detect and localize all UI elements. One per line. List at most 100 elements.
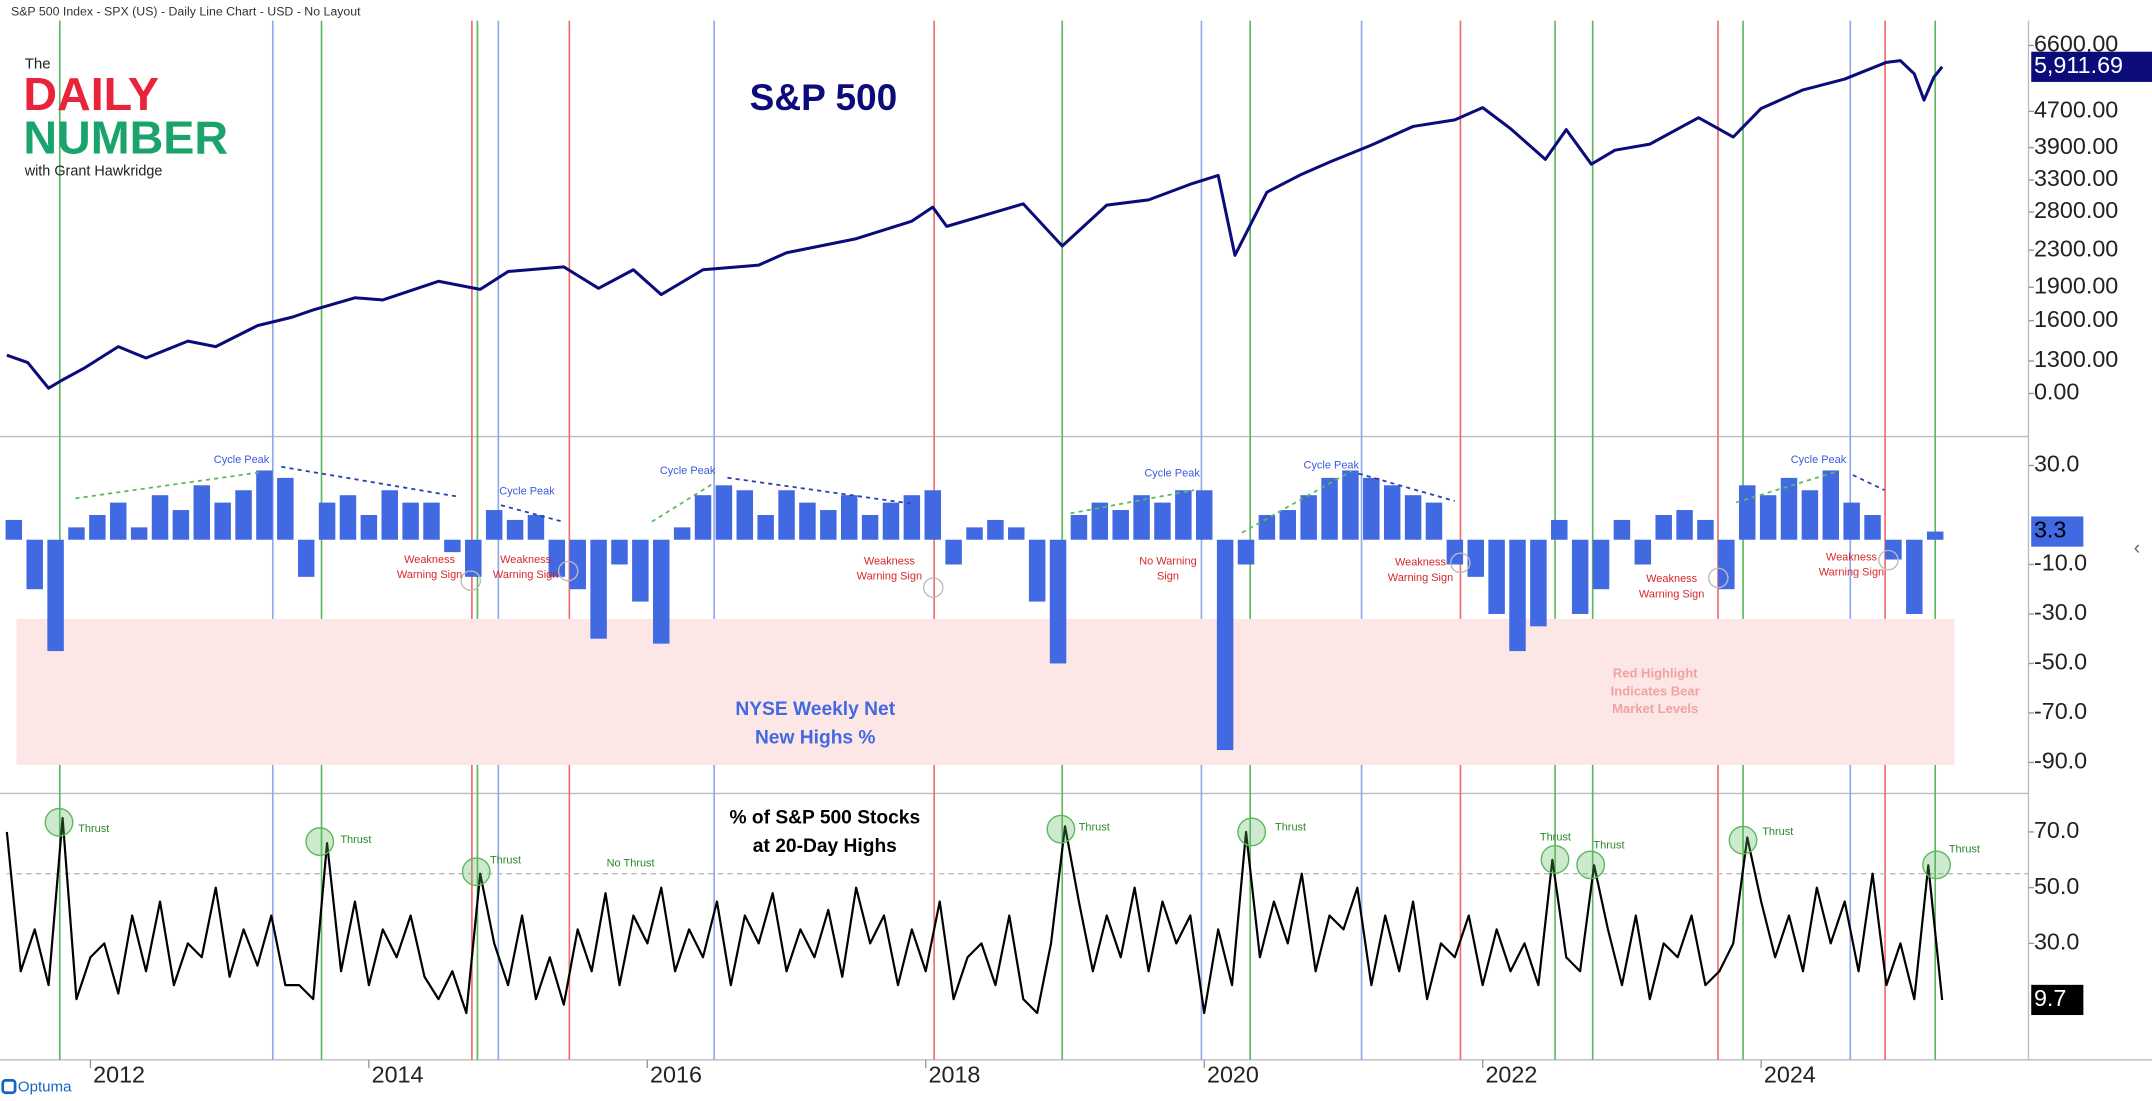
- bear-band: [16, 618, 1955, 765]
- trend-line: [281, 465, 460, 498]
- thrust-circle: [1046, 814, 1076, 844]
- last-value-label: 3.3: [2034, 517, 2066, 543]
- thrust-label: Thrust: [1762, 826, 1793, 838]
- bar: [924, 490, 941, 540]
- bar: [465, 539, 482, 577]
- last-value-box: [2031, 51, 2152, 82]
- y-tick-label: 3300.00: [2034, 165, 2118, 191]
- thrust-circle: [461, 857, 491, 887]
- trend-line: [727, 476, 913, 505]
- x-tick-label: 2022: [1485, 1061, 1537, 1087]
- bar: [1885, 539, 1902, 560]
- bar: [1926, 531, 1944, 540]
- bar: [1906, 539, 1923, 614]
- thrust-circle: [1237, 817, 1267, 847]
- thrust-label: Thrust: [1949, 844, 1980, 856]
- bar: [1613, 519, 1631, 540]
- cycle-peak-label: Cycle Peak: [1791, 454, 1847, 466]
- cycle-peak-label: Cycle Peak: [1304, 459, 1360, 471]
- bar: [1571, 539, 1589, 614]
- bar: [882, 502, 900, 540]
- bar: [423, 502, 440, 540]
- thrust-circle: [1540, 844, 1570, 874]
- bar: [1801, 490, 1819, 540]
- bar: [151, 495, 169, 540]
- bar: [1279, 510, 1297, 540]
- bar: [1530, 539, 1547, 627]
- bar: [1363, 477, 1380, 540]
- y-tick-label: 30.0: [2034, 929, 2079, 955]
- header: S&P 500 Index - SPX (US) - Daily Line Ch…: [11, 5, 361, 19]
- thrust-circle: [1576, 850, 1606, 880]
- bar: [26, 539, 43, 590]
- bar: [1258, 514, 1276, 540]
- plot-layer: Red Highlight Indicates Bear Market Levels…: [5, 20, 2152, 1087]
- y-tick-label: 2300.00: [2034, 235, 2118, 261]
- bar: [1780, 477, 1798, 540]
- bar: [1446, 539, 1464, 565]
- bar: [89, 514, 106, 540]
- thrust-circle: [305, 827, 335, 856]
- bar: [402, 502, 419, 540]
- trend-line: [1358, 472, 1456, 502]
- bar: [527, 514, 545, 540]
- bar: [1822, 470, 1840, 540]
- warning-label: Weakness: [1646, 573, 1698, 585]
- warning-label: Warning Sign: [493, 569, 558, 581]
- warning-label: Weakness: [1395, 557, 1447, 569]
- x-tick-label: 2020: [1207, 1061, 1259, 1087]
- y-tick-label: -30.0: [2034, 599, 2087, 625]
- bar: [318, 502, 336, 540]
- panel-title: % of S&P 500 Stocks: [730, 807, 921, 828]
- warning-circle: [1878, 549, 1899, 571]
- bar: [360, 514, 378, 540]
- trend-line: [651, 482, 715, 523]
- bar: [1383, 485, 1401, 540]
- bar: [1739, 485, 1756, 540]
- bar: [861, 514, 879, 540]
- warning-label: Warning Sign: [397, 569, 462, 581]
- y-tick-label: 50.0: [2034, 873, 2079, 899]
- bar: [1300, 495, 1317, 540]
- bar: [1551, 519, 1568, 540]
- warning-circle: [1449, 552, 1471, 574]
- bar: [966, 527, 983, 540]
- bar: [1843, 502, 1860, 540]
- bar: [1091, 502, 1109, 540]
- bar: [820, 510, 837, 540]
- bar: [256, 470, 273, 540]
- bar: [673, 527, 691, 540]
- bar: [1864, 514, 1881, 540]
- warning-label: Weakness: [864, 555, 916, 567]
- bar: [548, 539, 566, 577]
- bar: [1196, 490, 1213, 540]
- last-value-box: [2031, 516, 2084, 547]
- bar: [1676, 510, 1693, 540]
- x-tick-label: 2018: [929, 1061, 981, 1087]
- bar: [1028, 539, 1046, 602]
- warning-label: Warning Sign: [1639, 588, 1704, 600]
- warning-circle: [460, 570, 482, 591]
- thrust-label: No Thrust: [607, 857, 655, 869]
- y-tick-label: 1900.00: [2034, 272, 2118, 298]
- panel-title: at 20-Day Highs: [753, 836, 897, 857]
- last-value-box: [2031, 984, 2084, 1016]
- bar: [485, 510, 503, 540]
- bar: [1488, 539, 1505, 614]
- bar: [1070, 514, 1088, 540]
- warning-label: Warning Sign: [1388, 572, 1453, 584]
- bar: [297, 539, 315, 577]
- y-tick-label: -90.0: [2034, 748, 2087, 774]
- band-note: Indicates Bear: [1611, 683, 1700, 698]
- bar: [945, 539, 962, 565]
- collapse-arrow[interactable]: ‹: [2134, 538, 2140, 559]
- thrust-circle: [1728, 825, 1758, 855]
- bar: [590, 539, 607, 639]
- bar: [193, 485, 211, 540]
- bar: [757, 514, 774, 540]
- last-value-label: 9.7: [2034, 985, 2066, 1011]
- logo-daily: DAILY: [23, 68, 159, 120]
- bar: [1342, 470, 1359, 540]
- bar: [381, 490, 398, 540]
- thrust-label: Thrust: [490, 855, 521, 867]
